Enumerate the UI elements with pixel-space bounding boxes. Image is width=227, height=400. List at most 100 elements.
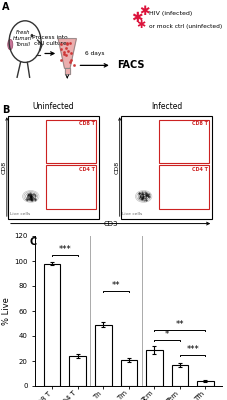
- Text: A: A: [2, 2, 9, 12]
- Text: Fresh
Human
Tonsil: Fresh Human Tonsil: [13, 30, 32, 47]
- Point: [39, 146, 43, 152]
- Point: [136, 170, 140, 177]
- Point: [146, 144, 150, 150]
- Point: [144, 164, 148, 170]
- Point: [137, 119, 141, 125]
- Point: [137, 194, 140, 201]
- Point: [44, 145, 48, 152]
- Point: [137, 191, 141, 197]
- Point: [28, 190, 32, 197]
- Point: [160, 168, 164, 174]
- Point: [140, 195, 144, 202]
- Point: [198, 188, 201, 194]
- Point: [180, 199, 184, 206]
- Bar: [120, 360, 136, 386]
- Point: [16, 172, 19, 179]
- Bar: [44, 264, 60, 386]
- Point: [146, 192, 150, 199]
- Point: [139, 192, 142, 199]
- Point: [141, 194, 145, 200]
- Point: [158, 168, 162, 174]
- Point: [129, 174, 132, 180]
- Point: [142, 142, 146, 148]
- Point: [198, 186, 201, 193]
- Point: [26, 138, 30, 144]
- Point: [157, 146, 161, 152]
- Point: [27, 168, 31, 174]
- Point: [165, 122, 169, 128]
- Point: [37, 158, 41, 164]
- Point: [17, 186, 20, 192]
- Bar: [146, 350, 162, 386]
- Point: [125, 157, 129, 163]
- Point: [32, 191, 36, 197]
- Point: [64, 137, 67, 144]
- Point: [29, 195, 33, 202]
- Text: **: **: [175, 320, 183, 329]
- Point: [26, 192, 30, 198]
- Point: [146, 193, 149, 199]
- Point: [23, 140, 27, 146]
- Point: [157, 142, 160, 148]
- Point: [144, 162, 148, 169]
- Point: [49, 199, 52, 205]
- Point: [25, 196, 28, 203]
- Bar: [94, 325, 111, 386]
- Point: [162, 146, 166, 152]
- Point: [64, 44, 67, 51]
- Point: [34, 167, 38, 173]
- Point: [122, 158, 125, 165]
- Point: [13, 135, 17, 141]
- Point: [36, 164, 40, 170]
- Point: [39, 180, 43, 186]
- Point: [171, 173, 175, 180]
- Point: [29, 192, 32, 198]
- Text: Live cells: Live cells: [10, 212, 30, 216]
- Point: [33, 124, 36, 130]
- Point: [138, 160, 141, 166]
- Point: [122, 162, 125, 168]
- Point: [122, 155, 126, 161]
- Point: [66, 48, 69, 54]
- Point: [30, 193, 33, 199]
- Point: [140, 191, 143, 198]
- Point: [30, 196, 33, 202]
- Point: [74, 205, 77, 212]
- Point: [125, 151, 129, 157]
- Point: [59, 40, 63, 47]
- Point: [59, 57, 63, 63]
- Text: C: C: [29, 237, 36, 247]
- Point: [55, 189, 59, 196]
- Point: [28, 192, 31, 198]
- Text: Process into
cell culture: Process into cell culture: [32, 35, 68, 46]
- Text: FACS: FACS: [117, 60, 144, 70]
- Point: [28, 193, 32, 200]
- Point: [12, 142, 15, 148]
- Point: [140, 191, 144, 197]
- Point: [17, 123, 21, 129]
- Point: [147, 171, 151, 177]
- Point: [68, 59, 71, 66]
- Point: [122, 138, 126, 144]
- Point: [143, 195, 146, 201]
- Point: [140, 134, 144, 141]
- Point: [146, 192, 149, 199]
- Point: [62, 51, 66, 58]
- Point: [26, 190, 30, 197]
- Point: [55, 182, 58, 188]
- Circle shape: [30, 34, 33, 38]
- Point: [17, 172, 21, 178]
- Point: [31, 195, 35, 201]
- Point: [27, 196, 31, 202]
- Point: [123, 160, 126, 166]
- Point: [127, 156, 131, 162]
- Point: [150, 134, 154, 140]
- Point: [41, 163, 44, 169]
- Point: [53, 188, 57, 194]
- Point: [132, 163, 136, 169]
- Point: [137, 159, 141, 165]
- Point: [167, 200, 171, 207]
- Point: [29, 193, 32, 200]
- Point: [41, 134, 44, 140]
- Point: [22, 169, 25, 175]
